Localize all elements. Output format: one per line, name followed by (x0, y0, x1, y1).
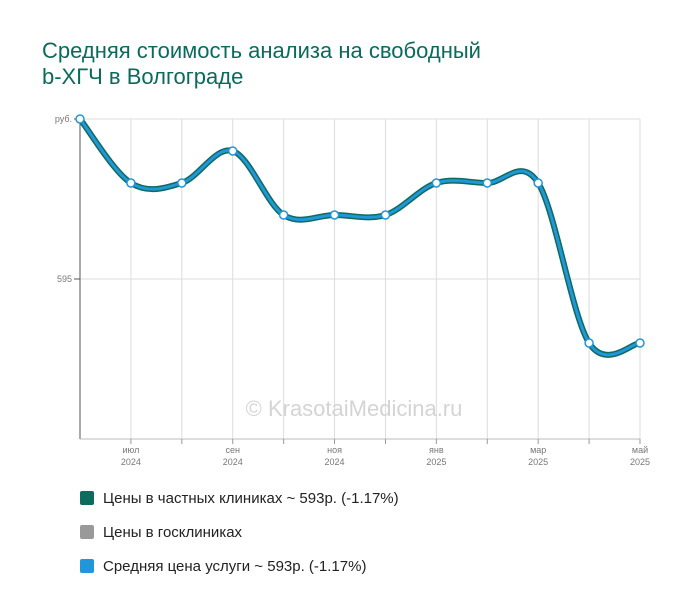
x-tick-label-year: 2024 (223, 457, 243, 467)
x-tick-label-month: ноя (327, 445, 342, 455)
x-tick-label-month: май (632, 445, 648, 455)
x-tick-label-year: 2024 (325, 457, 345, 467)
data-point (482, 178, 493, 188)
legend-item-public[interactable]: Цены в госклиниках (80, 522, 399, 542)
x-tick-label-year: 2025 (630, 457, 650, 467)
data-points (75, 114, 645, 348)
data-point (533, 178, 543, 188)
chart-title-line-2: b-ХГЧ в Волгограде (42, 64, 244, 89)
data-point (227, 146, 238, 156)
data-point (584, 338, 594, 348)
data-point (75, 114, 85, 124)
legend-label-private: Цены в частных клиниках ~ 593р. (-1.17%) (103, 489, 399, 507)
watermark-text: © KrasotaiMedicina.ru (246, 396, 463, 421)
data-point (431, 178, 442, 188)
legend-label-average: Средняя цена услуги ~ 593р. (-1.17%) (103, 557, 367, 575)
legend-label-public: Цены в госклиниках (103, 523, 243, 541)
legend-swatch-private (80, 491, 94, 505)
data-point (329, 210, 340, 220)
chart-title-line-1: Средняя стоимость анализа на свободный (42, 38, 481, 63)
x-tick-label-month: янв (429, 445, 444, 455)
legend-item-average[interactable]: Средняя цена услуги ~ 593р. (-1.17%) (80, 556, 399, 576)
legend-swatch-average (80, 559, 94, 573)
data-point (126, 178, 136, 188)
line-chart: © KrasotaiMedicina.ru руб. 595 июл 2024 сен 2… (55, 114, 650, 467)
series-line-average (78, 117, 642, 357)
tick-labels: руб. 595 июл 2024 сен 2024 ноя 2024 янв 2025 мар 20… (55, 114, 650, 467)
y-tick-label: 595 (57, 274, 72, 284)
chart-grid (80, 118, 641, 439)
data-point (177, 178, 187, 188)
legend-item-private[interactable]: Цены в частных клиниках ~ 593р. (-1.17%) (80, 488, 399, 508)
chart-title: Средняя стоимость анализа на свободный b… (42, 38, 602, 90)
x-tick-label-year: 2024 (121, 457, 141, 467)
chart-legend: Цены в частных клиниках ~ 593р. (-1.17%)… (80, 488, 399, 590)
chart-series (77, 116, 643, 358)
x-tick-label-year: 2025 (528, 457, 548, 467)
legend-swatch-public (80, 525, 94, 539)
chart-axes (74, 118, 641, 444)
data-point (380, 210, 391, 220)
x-tick-label-month: июл (122, 445, 139, 455)
x-tick-label-month: мар (530, 445, 546, 455)
x-tick-label-year: 2025 (426, 457, 446, 467)
x-tick-label-month: сен (225, 445, 240, 455)
data-point (635, 338, 645, 348)
data-point (278, 210, 289, 220)
y-tick-label: руб. (55, 114, 72, 124)
